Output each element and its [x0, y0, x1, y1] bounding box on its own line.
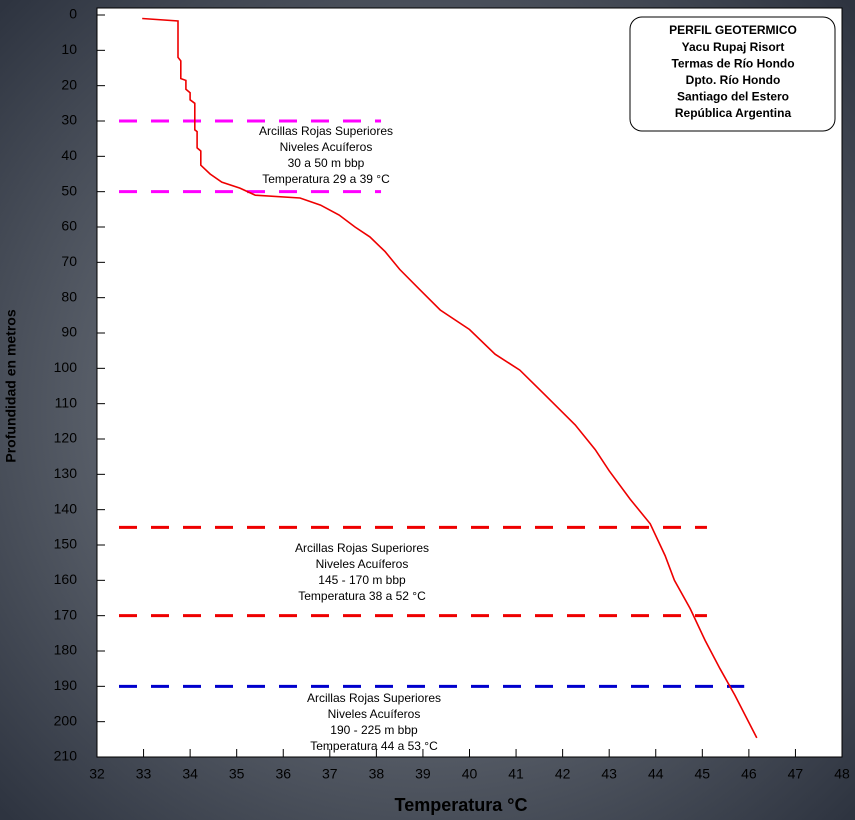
info-text: Santiago del Estero	[677, 90, 789, 104]
annotation-text: Temperatura 29 a 39 °C	[262, 172, 390, 186]
y-tick-label: 40	[61, 147, 77, 163]
y-tick-label: 70	[61, 253, 77, 269]
y-tick-label: 50	[61, 182, 77, 198]
x-axis-label: Temperatura °C	[395, 795, 528, 815]
x-tick-label: 33	[136, 766, 152, 782]
plot-area	[96, 7, 843, 758]
x-tick-label: 32	[89, 766, 105, 782]
annotation-text: Arcillas Rojas Superiores	[307, 691, 441, 705]
x-tick-label: 35	[229, 766, 245, 782]
annotation-text: 145 - 170 m bbp	[318, 573, 406, 587]
y-tick-label: 170	[54, 606, 78, 622]
y-axis-label: Profundidad en metros	[3, 309, 19, 462]
x-tick-label: 36	[275, 766, 291, 782]
y-tick-label: 100	[54, 359, 78, 375]
info-text: PERFIL GEOTERMICO	[669, 23, 797, 37]
y-tick-label: 190	[54, 677, 78, 693]
info-text: República Argentina	[675, 106, 792, 120]
x-tick-label: 47	[788, 766, 804, 782]
x-tick-label: 42	[555, 766, 571, 782]
x-tick-label: 40	[462, 766, 478, 782]
y-tick-label: 20	[61, 76, 77, 92]
y-tick-label: 130	[54, 465, 78, 481]
y-tick-label: 90	[61, 324, 77, 340]
y-tick-label: 80	[61, 288, 77, 304]
x-tick-label: 45	[695, 766, 711, 782]
info-box	[629, 16, 836, 132]
y-tick-label: 160	[54, 571, 78, 587]
annotation-text: Arcillas Rojas Superiores	[259, 124, 393, 138]
annotation-text: Niveles Acuíferos	[280, 140, 373, 154]
y-tick-label: 30	[61, 112, 77, 128]
x-tick-label: 34	[182, 766, 198, 782]
annotation-text: 30 a 50 m bbp	[288, 156, 365, 170]
y-tick-label: 60	[61, 218, 77, 234]
x-tick-label: 38	[369, 766, 385, 782]
info-text: Yacu Rupaj Risort	[682, 40, 785, 54]
y-tick-label: 150	[54, 536, 78, 552]
annotation-text: Arcillas Rojas Superiores	[295, 541, 429, 555]
x-tick-label: 48	[834, 766, 850, 782]
annotation-text: Temperatura 44 a 53 °C	[310, 739, 438, 753]
x-tick-label: 43	[601, 766, 617, 782]
y-tick-label: 10	[61, 41, 77, 57]
y-tick-label: 120	[54, 430, 78, 446]
y-tick-label: 110	[55, 394, 78, 410]
temperature-profile	[142, 17, 758, 739]
annotation-text: Niveles Acuíferos	[328, 707, 421, 721]
x-tick-label: 41	[508, 766, 524, 782]
x-tick-label: 39	[415, 766, 431, 782]
annotation-text: Temperatura 38 a 52 °C	[298, 589, 426, 603]
x-tick-label: 46	[741, 766, 757, 782]
annotation-text: Niveles Acuíferos	[316, 557, 409, 571]
info-text: Dpto. Río Hondo	[686, 73, 781, 87]
annotation-text: 190 - 225 m bbp	[330, 723, 418, 737]
y-tick-label: 140	[54, 500, 78, 516]
y-tick-label: 0	[69, 6, 77, 22]
x-tick-label: 44	[648, 766, 664, 782]
y-tick-label: 180	[54, 642, 78, 658]
info-text: Termas de Río Hondo	[671, 56, 794, 70]
x-tick-label: 37	[322, 766, 338, 782]
y-tick-label: 210	[54, 748, 78, 764]
y-tick-label: 200	[54, 712, 78, 728]
